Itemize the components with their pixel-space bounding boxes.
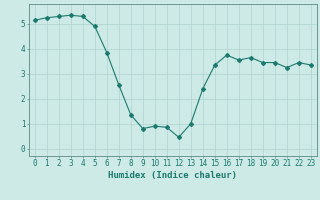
- X-axis label: Humidex (Indice chaleur): Humidex (Indice chaleur): [108, 171, 237, 180]
